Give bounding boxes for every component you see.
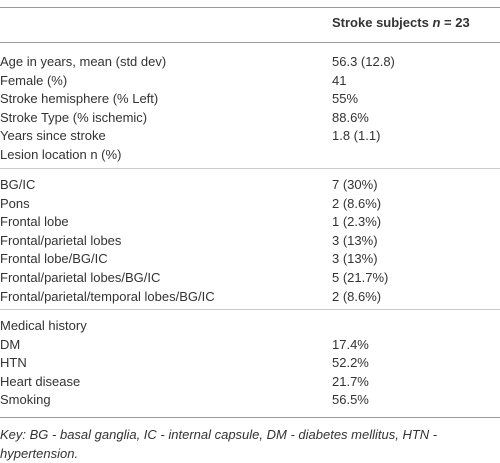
row-label: Medical history (0, 318, 87, 333)
row-label: Female (%) (0, 72, 68, 88)
row-value: 7 (30%) (332, 177, 378, 192)
section-rule (0, 417, 500, 418)
header-rule (0, 42, 500, 43)
row-label: Lesion location n (%) (0, 147, 122, 162)
row-label: Years since stroke (0, 128, 106, 144)
row-label: Heart disease (0, 373, 81, 389)
row-label: BG/IC (0, 177, 36, 192)
row-value: 3 (13%) (332, 232, 378, 248)
row-value: 56.5% (332, 392, 369, 408)
row-value: 88.6% (332, 109, 369, 125)
section-rule (0, 168, 500, 169)
row-value: 1.8 (1.1) (332, 128, 381, 144)
header-text: Stroke subjects (332, 15, 429, 30)
row-label: HTN (0, 355, 27, 371)
row-value: 5 (21.7%) (332, 270, 389, 285)
row-label: Age in years, mean (std dev) (0, 54, 167, 69)
row-value: 17.4% (332, 336, 369, 352)
row-label: Pons (0, 195, 30, 211)
row-value: 2 (8.6%) (332, 288, 382, 304)
row-value: 52.2% (332, 355, 369, 371)
header-variable: n (432, 15, 441, 30)
row-value: 2 (8.6%) (332, 195, 382, 211)
row-value: 3 (13%) (332, 251, 378, 267)
row-label: Frontal/parietal/temporal lobes/BG/IC (0, 288, 215, 304)
row-label: DM (0, 336, 21, 352)
row-label: Frontal lobe/BG/IC (0, 251, 108, 267)
top-rule (0, 7, 500, 8)
row-label: Stroke Type (% ischemic) (0, 109, 148, 125)
row-value: 21.7% (332, 373, 369, 389)
row-label: Frontal/parietal lobes (0, 232, 122, 248)
row-label: Frontal/parietal lobes/BG/IC (0, 270, 161, 285)
footnote: Key: BG - basal ganglia, IC - internal c… (0, 427, 438, 461)
row-value: 1 (2.3%) (332, 214, 382, 230)
header-count: = 23 (444, 15, 470, 30)
row-label: Frontal lobe (0, 214, 69, 230)
column-header: Stroke subjects n = 23 (332, 15, 470, 30)
row-value: 56.3 (12.8) (332, 54, 395, 69)
row-label: Stroke hemisphere (% Left) (0, 91, 159, 107)
row-value: 55% (332, 91, 359, 107)
row-label: Smoking (0, 392, 51, 408)
section-rule (0, 309, 500, 310)
row-value: 41 (332, 72, 347, 88)
